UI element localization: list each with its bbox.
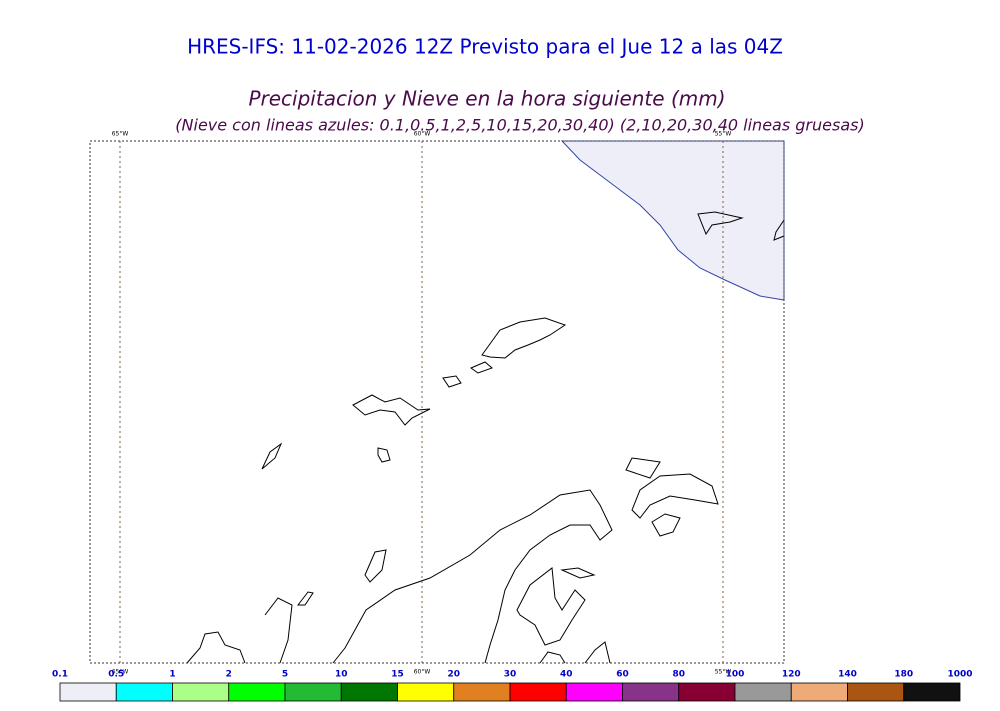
colorbar-label: 180 <box>894 670 913 680</box>
colorbar-label: 1 <box>169 670 175 680</box>
colorbar-swatch <box>115 682 173 702</box>
colorbar-label: 80 <box>672 670 685 680</box>
coastline <box>584 641 611 664</box>
coastline <box>377 447 391 463</box>
coastline <box>697 211 744 236</box>
meridian-label: 55°W <box>715 669 732 676</box>
coastline <box>539 651 566 664</box>
colorbar-swatch <box>172 682 230 702</box>
colorbar-label: 15 <box>391 670 404 680</box>
colorbar-label: 120 <box>782 670 801 680</box>
colorbar-label: 20 <box>447 670 460 680</box>
coastline <box>469 361 493 374</box>
sea <box>560 140 785 301</box>
coastline <box>442 375 462 388</box>
note: (Nieve con lineas azules: 0.1,0.5,1,2,5,… <box>175 116 864 135</box>
title: HRES-IFS: 11-02-2026 12Z Previsto para e… <box>187 35 783 59</box>
coastline <box>625 457 661 479</box>
colorbar-swatch <box>59 682 117 702</box>
colorbar-label: 60 <box>616 670 629 680</box>
colorbar-swatch <box>790 682 848 702</box>
subtitle: Precipitacion y Nieve en la hora siguien… <box>248 87 725 111</box>
colorbar-swatch <box>228 682 286 702</box>
meridian-label: 65°W <box>112 669 129 676</box>
colorbar-swatch <box>340 682 398 702</box>
colorbar-swatch <box>565 682 623 702</box>
coastline <box>631 473 719 519</box>
colorbar: 0.1 0.5 1 2 5 10 15 20 30 40 60 80 100 120 140 180 1000 <box>52 670 973 702</box>
colorbar-swatch <box>847 682 905 702</box>
colorbar-label: 40 <box>560 670 573 680</box>
map: 65°W 65°W 60°W 60°W 55°W 55°W <box>89 131 785 676</box>
colorbar-label: 140 <box>838 670 857 680</box>
colorbar-swatch <box>678 682 736 702</box>
colorbar-swatch <box>622 682 680 702</box>
colorbar-swatch <box>903 682 961 702</box>
coastline <box>773 219 785 241</box>
meridian-label: 55°W <box>715 131 732 138</box>
colorbar-swatch <box>453 682 511 702</box>
meridian-label: 60°W <box>414 131 431 138</box>
meridian-label: 65°W <box>112 131 129 138</box>
coastline <box>296 591 314 606</box>
colorbar-label: 2 <box>226 670 232 680</box>
colorbar-swatch <box>397 682 455 702</box>
colorbar-label: 30 <box>504 670 517 680</box>
colorbar-swatch <box>284 682 342 702</box>
coastline <box>264 597 293 664</box>
colorbar-swatch <box>509 682 567 702</box>
coastline <box>481 317 567 359</box>
coastline <box>651 513 681 537</box>
colorbar-label: 10 <box>335 670 348 680</box>
colorbar-label: 5 <box>282 670 288 680</box>
coastline <box>332 489 613 664</box>
coastline <box>352 394 431 426</box>
coastline <box>560 567 596 579</box>
colorbar-label: 0.1 <box>52 670 68 680</box>
coastline <box>261 442 283 470</box>
coastline <box>186 631 246 664</box>
colorbar-label: 1000 <box>947 670 972 680</box>
coastline <box>364 549 387 583</box>
colorbar-label: 0.5 <box>108 670 124 680</box>
colorbar-swatch <box>734 682 792 702</box>
meridian-label: 60°W <box>414 669 431 676</box>
coastline <box>516 567 586 646</box>
colorbar-label: 100 <box>726 670 745 680</box>
